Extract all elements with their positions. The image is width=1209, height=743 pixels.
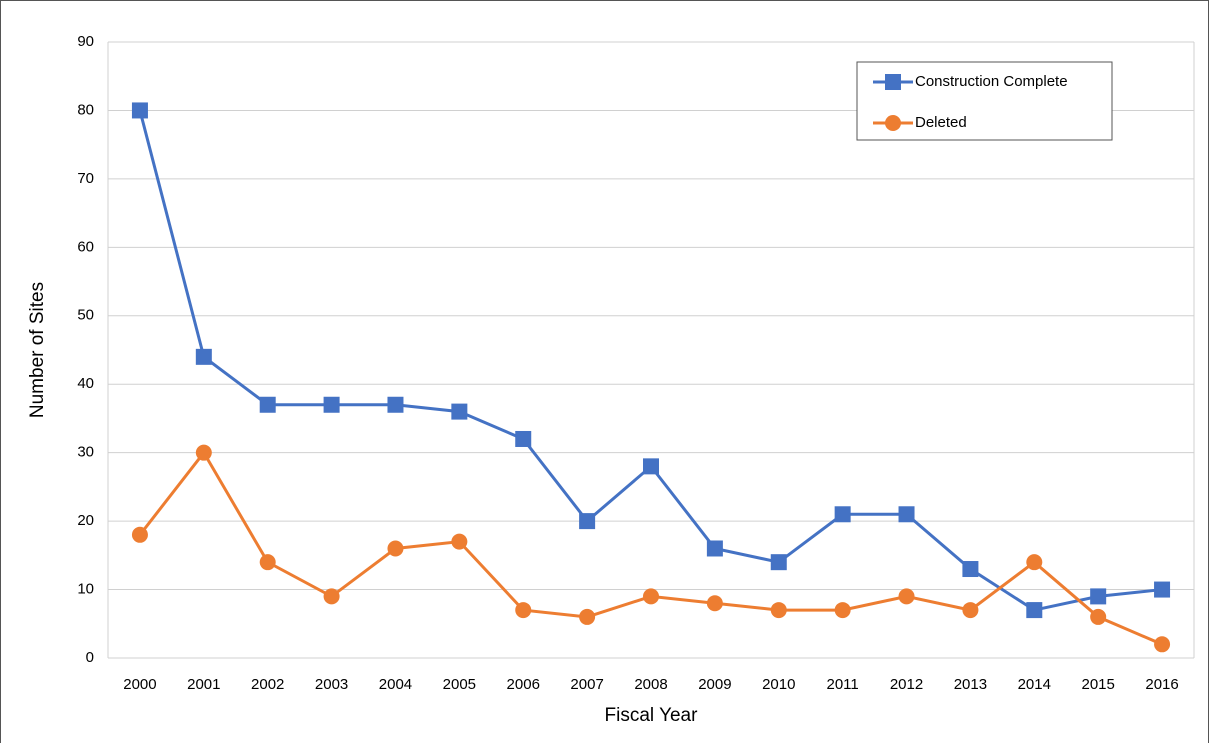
data-point — [131, 102, 148, 119]
data-point — [962, 602, 979, 619]
data-point — [643, 588, 659, 605]
data-point — [195, 444, 212, 461]
y-tick-label: 0 — [86, 649, 94, 666]
series-line — [138, 449, 1163, 646]
data-point — [1090, 588, 1107, 605]
data-point — [1026, 554, 1043, 571]
y-tick-label: 40 — [77, 375, 94, 392]
data-point — [898, 506, 915, 523]
data-point — [1090, 608, 1107, 625]
x-tick-label: 2016 — [1145, 676, 1178, 693]
data-point — [323, 396, 340, 413]
x-tick-label: 2010 — [762, 676, 795, 693]
y-tick-label: 30 — [77, 444, 94, 461]
x-tick-label: 2007 — [570, 676, 603, 693]
data-point — [451, 533, 468, 550]
y-tick-label: 10 — [77, 581, 94, 598]
data-point — [579, 608, 596, 625]
series-line — [138, 110, 1163, 612]
y-tick-label: 70 — [77, 170, 94, 187]
data-point — [131, 526, 148, 543]
y-tick-label: 80 — [77, 101, 94, 118]
data-point — [195, 348, 212, 365]
data-point — [1154, 581, 1171, 598]
data-point — [1154, 636, 1171, 653]
data-point — [259, 396, 276, 413]
data-point — [898, 588, 915, 605]
x-tick-label: 2009 — [698, 676, 731, 693]
y-tick-label: 20 — [77, 512, 94, 529]
data-point — [323, 588, 340, 605]
legend-label: Deleted — [915, 114, 967, 131]
data-point — [834, 506, 851, 523]
x-tick-label: 2001 — [187, 676, 220, 693]
x-tick-label: 2002 — [251, 676, 284, 693]
data-point — [962, 561, 979, 578]
legend-marker — [885, 74, 901, 90]
x-tick-label: 2003 — [315, 676, 348, 693]
y-axis-title: Number of Sites — [27, 282, 48, 418]
x-tick-label: 2004 — [379, 676, 412, 693]
data-point — [770, 554, 787, 571]
data-point — [387, 396, 404, 413]
data-point — [643, 458, 659, 475]
x-tick-label: 2013 — [954, 676, 987, 693]
data-point — [706, 595, 723, 612]
data-point — [451, 403, 468, 420]
x-tick-label: 2008 — [634, 676, 667, 693]
y-tick-label: 90 — [77, 33, 94, 50]
data-point — [259, 554, 276, 571]
data-point — [387, 540, 404, 557]
x-tick-label: 2005 — [443, 676, 476, 693]
x-tick-label: 2012 — [890, 676, 923, 693]
data-point — [770, 602, 787, 619]
data-point — [706, 540, 723, 557]
y-tick-label: 60 — [77, 238, 94, 255]
x-axis-title: Fiscal Year — [605, 705, 699, 726]
data-point — [515, 602, 532, 619]
y-tick-label: 50 — [77, 307, 94, 324]
data-point — [515, 430, 532, 447]
data-point — [1026, 602, 1043, 619]
data-point — [579, 513, 596, 530]
data-point — [834, 602, 851, 619]
x-tick-label: 2014 — [1018, 676, 1051, 693]
x-tick-label: 2011 — [827, 676, 859, 693]
x-tick-label: 2000 — [123, 676, 156, 693]
x-tick-label: 2015 — [1081, 676, 1114, 693]
legend-marker — [885, 115, 901, 131]
legend-label: Construction Complete — [915, 73, 1068, 90]
x-tick-label: 2006 — [507, 676, 540, 693]
